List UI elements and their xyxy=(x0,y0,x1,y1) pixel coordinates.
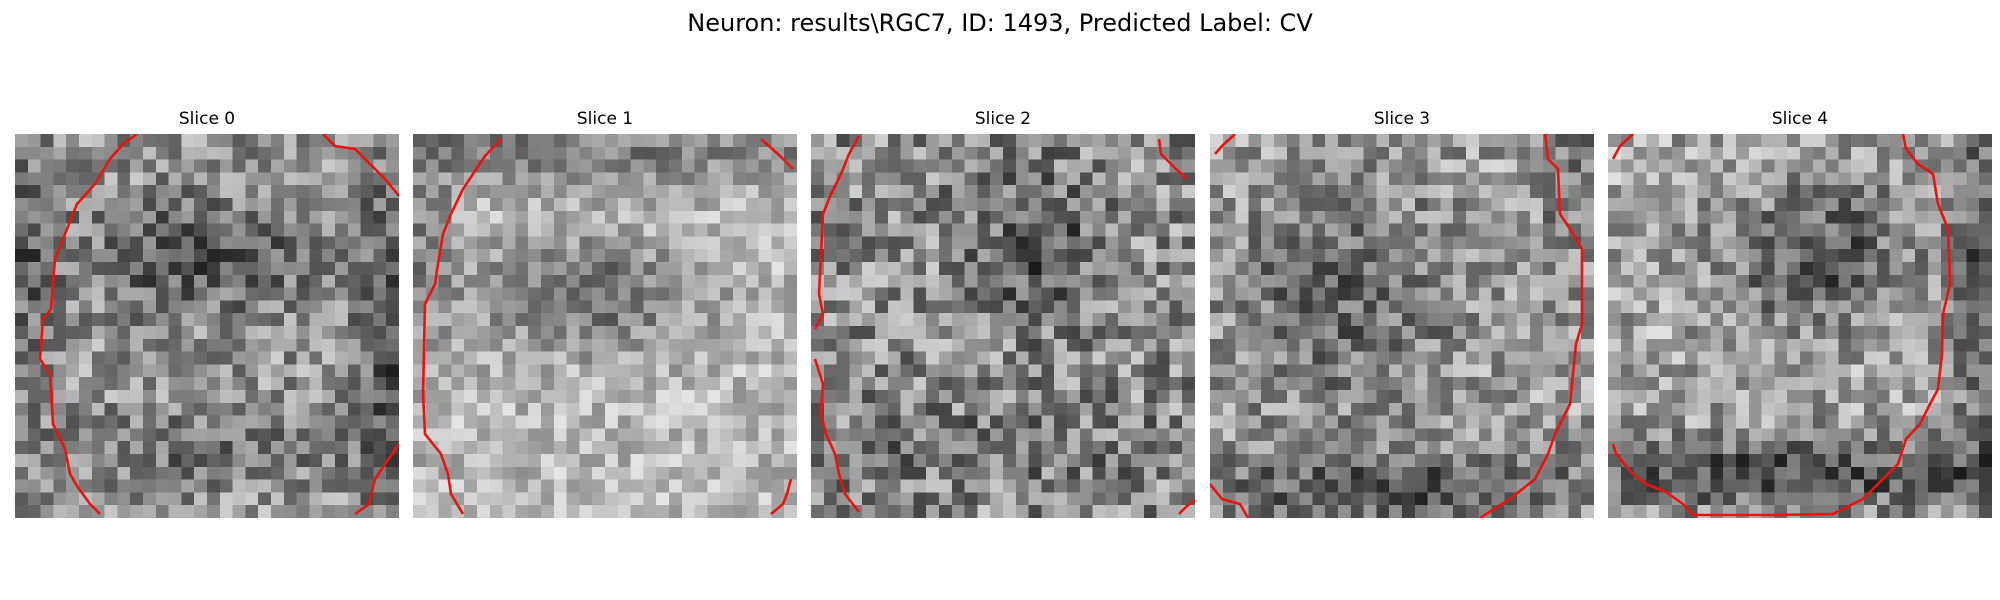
slice-title-2: Slice 2 xyxy=(811,108,1195,130)
slice-image-4 xyxy=(1608,134,1992,518)
contour-overlay-2 xyxy=(811,134,1195,518)
slice-image-2 xyxy=(811,134,1195,518)
contour-overlay-1 xyxy=(413,134,797,518)
contour-overlay-0 xyxy=(15,134,399,518)
slice-panel-0: Slice 0 xyxy=(15,108,399,518)
slice-title-1: Slice 1 xyxy=(413,108,797,130)
slice-image-1 xyxy=(413,134,797,518)
slice-title-0: Slice 0 xyxy=(15,108,399,130)
figure-title: Neuron: results\RGC7, ID: 1493, Predicte… xyxy=(0,8,2000,38)
slice-panel-3: Slice 3 xyxy=(1210,108,1594,518)
contour-overlay-3 xyxy=(1210,134,1594,518)
slice-image-0 xyxy=(15,134,399,518)
slice-panel-1: Slice 1 xyxy=(413,108,797,518)
slice-title-3: Slice 3 xyxy=(1210,108,1594,130)
contour-overlay-4 xyxy=(1608,134,1992,518)
slice-image-3 xyxy=(1210,134,1594,518)
slice-title-4: Slice 4 xyxy=(1608,108,1992,130)
slice-panel-2: Slice 2 xyxy=(811,108,1195,518)
slice-panel-4: Slice 4 xyxy=(1608,108,1992,518)
